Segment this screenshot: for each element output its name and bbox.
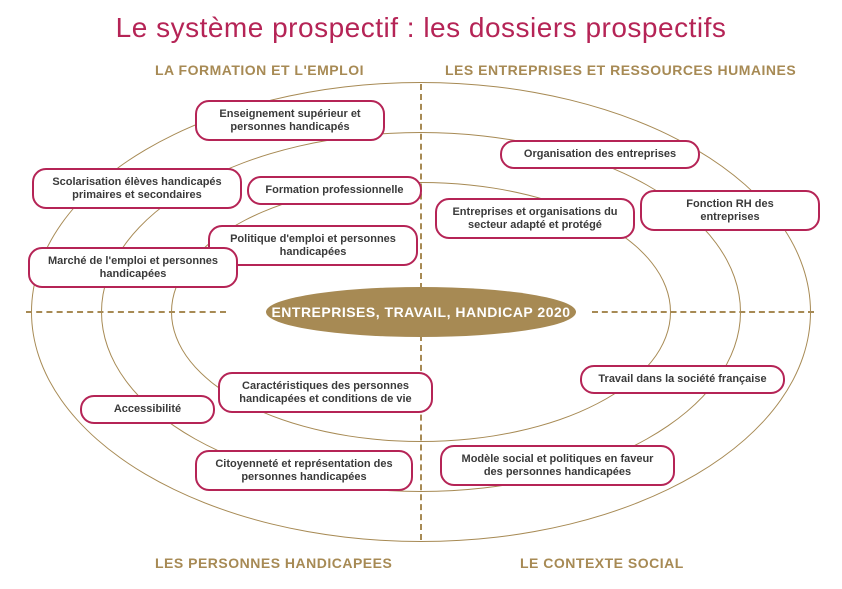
node-n12: Travail dans la société française <box>580 365 785 394</box>
quadrant-tr: LES ENTREPRISES ET RESSOURCES HUMAINES <box>445 62 796 78</box>
node-n1: Enseignement supérieur etpersonnes handi… <box>195 100 385 141</box>
diagram-title: Le système prospectif : les dossiers pro… <box>0 12 842 44</box>
axis-h-left <box>26 311 226 313</box>
node-n5: Marché de l'emploi et personneshandicapé… <box>28 247 238 288</box>
quadrant-tl: LA FORMATION ET L'EMPLOI <box>155 62 364 78</box>
quadrant-bl: LES PERSONNES HANDICAPEES <box>155 555 392 571</box>
node-n10: Caractéristiques des personneshandicapée… <box>218 372 433 413</box>
node-n7: Fonction RH des entreprises <box>640 190 820 231</box>
node-n11: Citoyenneté et représentation despersonn… <box>195 450 413 491</box>
node-n8: Entreprises et organisations dusecteur a… <box>435 198 635 239</box>
node-n4: Politique d'emploi et personneshandicapé… <box>208 225 418 266</box>
center-hub: ENTREPRISES, TRAVAIL, HANDICAP 2020 <box>266 287 576 337</box>
axis-v-bottom <box>420 335 422 540</box>
node-n6: Organisation des entreprises <box>500 140 700 169</box>
node-n9: Accessibilité <box>80 395 215 424</box>
axis-h-right <box>592 311 814 313</box>
quadrant-br: LE CONTEXTE SOCIAL <box>520 555 684 571</box>
node-n13: Modèle social et politiques en faveurdes… <box>440 445 675 486</box>
node-n2: Scolarisation élèves handicapésprimaires… <box>32 168 242 209</box>
node-n3: Formation professionnelle <box>247 176 422 205</box>
